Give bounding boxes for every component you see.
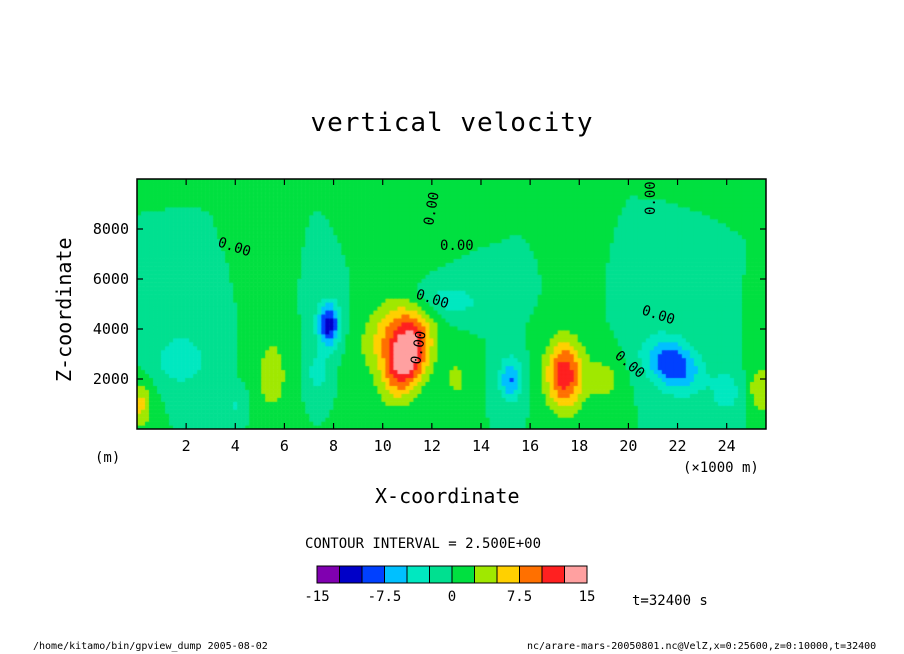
contour-label: 0.00 (408, 330, 430, 366)
x-tick-label: 10 (374, 437, 392, 455)
x-tick-label: 2 (182, 437, 191, 455)
vertical-velocity-heatmap (137, 179, 766, 429)
x-tick-label: 6 (280, 437, 289, 455)
colorbar-swatch (564, 565, 588, 584)
colorbar (316, 565, 588, 584)
footer-source: nc/arare-mars-20050801.nc@VelZ,x=0:25600… (527, 641, 877, 652)
colorbar-tick-label: 7.5 (506, 589, 533, 605)
contour-label: 0.00 (216, 235, 253, 261)
colorbar-tick-label: -7.5 (367, 589, 402, 605)
x-tick-label: 4 (231, 437, 240, 455)
contour-label: 0.00 (421, 191, 443, 227)
contour-label: 0.00 (414, 287, 451, 313)
x-axis-unit: (×1000 m) (683, 460, 759, 476)
plot-frame (136, 178, 767, 430)
contour-label: 0.00 (440, 238, 474, 254)
contour-label: 0.00 (611, 348, 647, 382)
y-tick-label: 6000 (93, 270, 129, 288)
colorbar-swatch (384, 565, 408, 584)
colorbar-tick-label: 15 (578, 589, 596, 605)
x-axis-label: X-coordinate (375, 484, 520, 508)
colorbar-swatch (451, 565, 475, 584)
x-tick-label: 12 (423, 437, 441, 455)
colorbar-swatch (339, 565, 363, 584)
colorbar-swatch (316, 565, 340, 584)
contour-interval-label: CONTOUR INTERVAL = 2.500E+00 (305, 536, 542, 552)
x-tick-label: 16 (521, 437, 539, 455)
x-tick-label: 22 (669, 437, 687, 455)
x-tick-label: 18 (570, 437, 588, 455)
colorbar-swatch (406, 565, 430, 584)
time-label: t=32400 s (632, 593, 708, 609)
colorbar-swatch (541, 565, 565, 584)
colorbar-swatch (429, 565, 453, 584)
colorbar-swatch (361, 565, 385, 584)
contour-label: 0.00 (643, 181, 659, 215)
x-tick-label: 24 (718, 437, 736, 455)
colorbar-swatch (519, 565, 543, 584)
colorbar-tick-label: 0 (447, 589, 457, 605)
contour-label: 0.00 (640, 303, 677, 329)
colorbar-swatch (496, 565, 520, 584)
x-tick-label: 20 (619, 437, 637, 455)
y-tick-label: 4000 (93, 320, 129, 338)
y-axis-unit: (m) (95, 450, 121, 466)
x-tick-label: 14 (472, 437, 490, 455)
y-tick-label: 8000 (93, 220, 129, 238)
colorbar-swatch (474, 565, 498, 584)
chart-title: vertical velocity (310, 108, 594, 138)
footer-path: /home/kitamo/bin/gpview_dump 2005-08-02 (33, 641, 268, 652)
y-axis-label: Z-coordinate (52, 237, 76, 383)
colorbar-tick-label: -15 (304, 589, 330, 605)
y-tick-label: 2000 (93, 370, 129, 388)
x-tick-label: 8 (329, 437, 338, 455)
